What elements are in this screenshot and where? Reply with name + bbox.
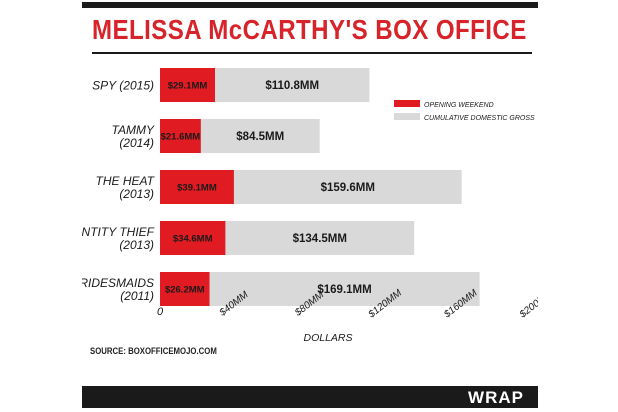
- category-label: THE HEAT: [96, 174, 156, 188]
- x-tick-label: $200MM: [517, 287, 538, 321]
- opening-bar: [160, 221, 226, 255]
- brand-logo: WRAP: [468, 388, 524, 407]
- cumulative-value-label: $134.5MM: [293, 233, 347, 245]
- title-rule: [92, 52, 532, 54]
- category-label: TAMMY: [112, 123, 155, 137]
- opening-bar: [160, 68, 215, 102]
- opening-bar: [160, 272, 210, 306]
- legend-label: OPENING WEEKEND: [424, 102, 494, 109]
- top-rule: [82, 2, 538, 8]
- opening-value-label: $39.1MM: [177, 183, 217, 194]
- category-label: IDENTITY THIEF: [82, 225, 155, 239]
- legend-label: CUMULATIVE DOMESTIC GROSS: [424, 115, 535, 122]
- opening-value-label: $34.6MM: [173, 234, 213, 245]
- chart-title: MELISSA McCARTHY'S BOX OFFICE: [92, 14, 527, 45]
- x-axis-title: DOLLARS: [303, 332, 352, 344]
- legend-swatch: [394, 113, 420, 120]
- cumulative-value-label: $159.6MM: [321, 182, 375, 194]
- opening-value-label: $26.2MM: [165, 285, 205, 296]
- category-label: (2013): [119, 238, 154, 252]
- category-label: (2014): [119, 136, 154, 150]
- legend-swatch: [394, 100, 420, 107]
- category-label: (2013): [119, 187, 154, 201]
- category-label: BRIDESMAIDS: [82, 276, 154, 290]
- opening-bar: [160, 170, 234, 204]
- opening-bar: [160, 119, 201, 153]
- cumulative-value-label: $169.1MM: [317, 284, 371, 296]
- cumulative-bar: [160, 272, 480, 306]
- category-label: (2011): [120, 289, 154, 303]
- legend: OPENING WEEKEND CUMULATIVE DOMESTIC GROSS: [394, 100, 535, 122]
- source-note: SOURCE: BOXOFFICEMOJO.COM: [90, 346, 217, 357]
- opening-value-label: $21.6MM: [161, 132, 201, 143]
- chart-card: MELISSA McCARTHY'S BOX OFFICE $29.1MM $11…: [82, 2, 538, 408]
- cumulative-value-label: $84.5MM: [236, 131, 284, 143]
- bottom-band: WRAP: [82, 386, 538, 408]
- cumulative-value-label: $110.8MM: [265, 80, 319, 92]
- opening-value-label: $29.1MM: [168, 81, 208, 92]
- category-label: SPY (2015): [92, 79, 154, 93]
- x-tick-label: 0: [157, 306, 164, 318]
- bar-chart: $29.1MM $110.8MM SPY (2015) $21.6MM $84.5MM T…: [82, 68, 538, 344]
